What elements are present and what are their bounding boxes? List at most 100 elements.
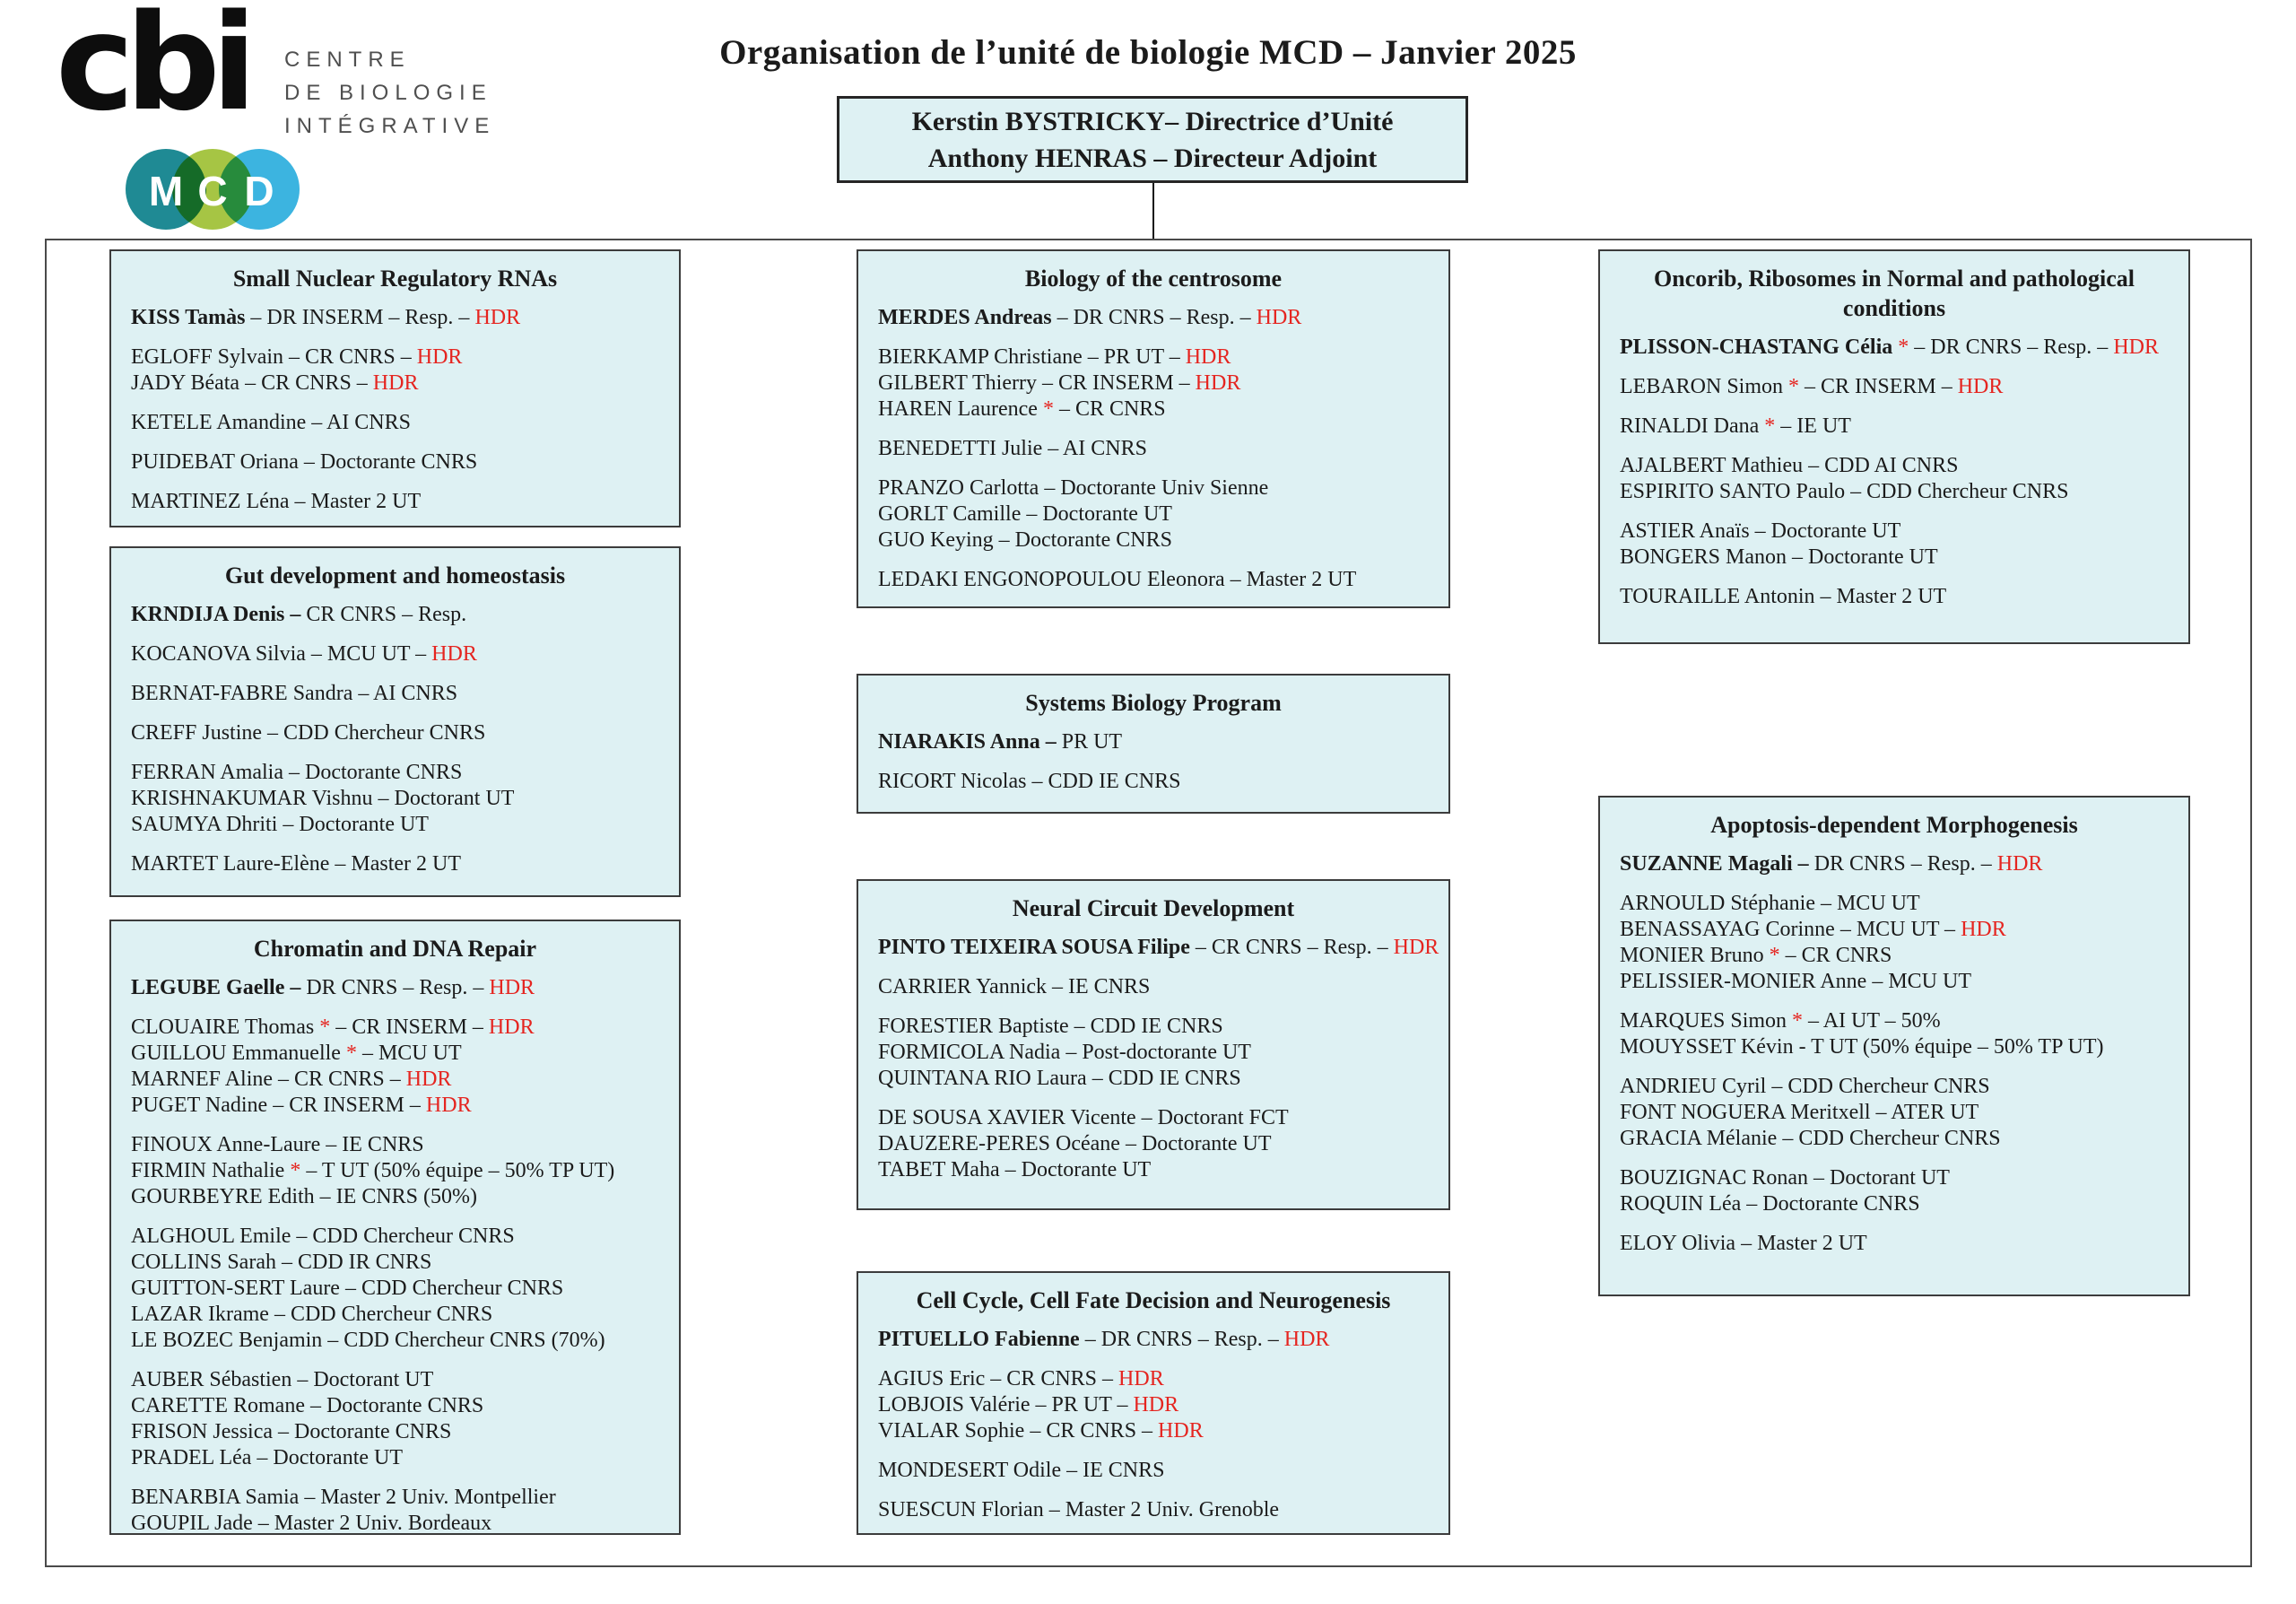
member-line: LOBJOIS Valérie – PR UT – HDR — [878, 1392, 1429, 1418]
hdr-tag: HDR — [1283, 1328, 1330, 1351]
member-text: – T UT (50% équipe – 50% TP UT) — [300, 1159, 615, 1182]
member-name: KISS Tamàs — [131, 306, 246, 329]
cbi-caption-line-2: DE BIOLOGIE — [284, 81, 492, 105]
member-line: CARRIER Yannick – IE CNRS — [878, 974, 1429, 1000]
team-title: Cell Cycle, Cell Fate Decision and Neuro… — [916, 1287, 1391, 1313]
member-group: BENEDETTI Julie – AI CNRS — [878, 436, 1429, 462]
member-line: FORESTIER Baptiste – CDD IE CNRS — [878, 1014, 1429, 1040]
member-text: BENASSAYAG Corinne – MCU UT – — [1620, 918, 1961, 941]
member-group: MONDESERT Odile – IE CNRS — [878, 1458, 1429, 1484]
team-box-chromatin: Chromatin and DNA Repair LEGUBE Gaelle – … — [109, 920, 681, 1535]
member-group: AGIUS Eric – CR CNRS – HDR LOBJOIS Valéri… — [878, 1366, 1429, 1444]
member-text: CARETTE Romane – Doctorante CNRS — [131, 1394, 484, 1417]
cbi-caption-line-1: CENTRE — [284, 48, 411, 72]
member-text: CR CNRS – Resp. — [306, 603, 467, 626]
member-line: COLLINS Sarah – CDD IR CNRS — [131, 1250, 659, 1276]
member-line: RINALDI Dana * – IE UT — [1620, 414, 2169, 440]
member-group: KETELE Amandine – AI CNRS — [131, 410, 659, 436]
member-text: PRANZO Carlotta – Doctorante Univ Sienne — [878, 476, 1269, 500]
member-text: TABET Maha – Doctorante UT — [878, 1158, 1152, 1181]
hdr-tag: HDR — [474, 306, 521, 329]
member-group: ELOY Olivia – Master 2 UT — [1620, 1231, 2169, 1257]
asterisk-mark: * — [1769, 944, 1780, 967]
member-line: ESPIRITO SANTO Paulo – CDD Chercheur CNR… — [1620, 479, 2169, 505]
member-text: FIRMIN Nathalie — [131, 1159, 291, 1182]
member-line: BENARBIA Samia – Master 2 Univ. Montpell… — [131, 1485, 659, 1511]
asterisk-mark: * — [290, 1159, 301, 1182]
member-line: HAREN Laurence * – CR CNRS — [878, 397, 1429, 423]
member-text: MARQUES Simon — [1620, 1009, 1793, 1033]
member-line: FINOUX Anne-Laure – IE CNRS — [131, 1132, 659, 1158]
cbi-logo: cbi CENTRE DE BIOLOGIE INTÉGRATIVE — [56, 0, 489, 153]
member-line: FERRAN Amalia – Doctorante CNRS — [131, 760, 659, 786]
member-group: SUZANNE Magali – DR CNRS – Resp. – HDR — [1620, 851, 2169, 877]
hdr-tag: HDR — [1118, 1367, 1164, 1390]
member-line: LE BOZEC Benjamin – CDD Chercheur CNRS (… — [131, 1328, 659, 1354]
asterisk-mark: * — [1898, 336, 1909, 359]
member-text: – IE UT — [1775, 414, 1851, 438]
hdr-tag: HDR — [1133, 1393, 1179, 1417]
member-name: PLISSON-CHASTANG Célia — [1620, 336, 1899, 359]
member-line: FORMICOLA Nadia – Post-doctorante UT — [878, 1040, 1429, 1066]
member-line: GUILLOU Emmanuelle * – MCU UT — [131, 1041, 659, 1067]
member-line: GILBERT Thierry – CR INSERM – HDR — [878, 370, 1429, 397]
hdr-tag: HDR — [489, 976, 535, 999]
member-text: LE BOZEC Benjamin – CDD Chercheur CNRS (… — [131, 1329, 605, 1352]
hdr-tag: HDR — [1195, 371, 1241, 395]
team-box-centrosome: Biology of the centrosome MERDES Andreas … — [857, 249, 1450, 608]
member-group: ARNOULD Stéphanie – MCU UT BENASSAYAG Cor… — [1620, 891, 2169, 995]
member-text: GUITTON-SERT Laure – CDD Chercheur CNRS — [131, 1277, 564, 1300]
member-line: VIALAR Sophie – CR CNRS – HDR — [878, 1418, 1429, 1444]
member-line: AUBER Sébastien – Doctorant UT — [131, 1367, 659, 1393]
member-line: GOURBEYRE Edith – IE CNRS (50%) — [131, 1184, 659, 1210]
member-line: MARNEF Aline – CR CNRS – HDR — [131, 1067, 659, 1093]
member-line: QUINTANA RIO Laura – CDD IE CNRS — [878, 1066, 1429, 1092]
member-text: – CR INSERM – — [330, 1016, 489, 1039]
member-group: BIERKAMP Christiane – PR UT – HDR GILBERT… — [878, 344, 1429, 423]
member-group: AJALBERT Mathieu – CDD AI CNRS ESPIRITO S… — [1620, 453, 2169, 505]
member-text: SUESCUN Florian – Master 2 Univ. Grenobl… — [878, 1498, 1280, 1521]
mcd-circle-blue — [219, 149, 300, 230]
member-line: GUO Keying – Doctorante CNRS — [878, 527, 1429, 554]
member-group: MARTINEZ Léna – Master 2 UT — [131, 489, 659, 515]
hdr-tag: HDR — [1961, 918, 2006, 941]
member-text: EGLOFF Sylvain – CR CNRS – — [131, 345, 417, 369]
member-line: PLISSON-CHASTANG Célia * – DR CNRS – Res… — [1620, 335, 2169, 361]
member-text: MONDESERT Odile – IE CNRS — [878, 1459, 1165, 1482]
member-group: PLISSON-CHASTANG Célia * – DR CNRS – Res… — [1620, 335, 2169, 361]
member-text: LOBJOIS Valérie – PR UT – — [878, 1393, 1134, 1417]
member-group: AUBER Sébastien – Doctorant UT CARETTE Ro… — [131, 1367, 659, 1471]
member-text: HAREN Laurence — [878, 397, 1043, 421]
member-text: MARTINEZ Léna – Master 2 UT — [131, 490, 422, 513]
member-name: PINTO TEIXEIRA SOUSA Filipe — [878, 936, 1190, 959]
member-text: FINOUX Anne-Laure – IE CNRS — [131, 1133, 424, 1156]
member-name: KRNDIJA Denis – — [131, 603, 307, 626]
team-box-gut: Gut development and homeostasis KRNDIJA D… — [109, 546, 681, 897]
asterisk-mark: * — [1042, 397, 1054, 421]
asterisk-mark: * — [345, 1042, 357, 1065]
member-text: DAUZERE-PERES Océane – Doctorante UT — [878, 1132, 1272, 1155]
member-text: BOUZIGNAC Ronan – Doctorant UT — [1620, 1166, 1950, 1190]
member-text: – DR CNRS – Resp. – — [1079, 1328, 1284, 1351]
member-text: ARNOULD Stéphanie – MCU UT — [1620, 892, 1920, 915]
asterisk-mark: * — [1764, 414, 1776, 438]
member-text: ELOY Olivia – Master 2 UT — [1620, 1232, 1867, 1255]
member-text: DR CNRS – Resp. – — [306, 976, 490, 999]
hdr-tag: HDR — [405, 1068, 452, 1091]
member-text: FERRAN Amalia – Doctorante CNRS — [131, 761, 463, 784]
mcd-letter-d: D — [244, 168, 274, 214]
member-text: GUILLOU Emmanuelle — [131, 1042, 346, 1065]
member-group: PUIDEBAT Oriana – Doctorante CNRS — [131, 449, 659, 475]
hdr-tag: HDR — [416, 345, 463, 369]
member-name: NIARAKIS Anna – — [878, 730, 1062, 754]
member-line: PUIDEBAT Oriana – Doctorante CNRS — [131, 449, 659, 475]
member-group: FERRAN Amalia – Doctorante CNRS KRISHNAKU… — [131, 760, 659, 838]
member-text: CREFF Justine – CDD Chercheur CNRS — [131, 721, 486, 745]
member-line: CLOUAIRE Thomas * – CR INSERM – HDR — [131, 1015, 659, 1041]
member-text: ALGHOUL Emile – CDD Chercheur CNRS — [131, 1225, 515, 1248]
member-line: KETELE Amandine – AI CNRS — [131, 410, 659, 436]
member-line: PUGET Nadine – CR INSERM – HDR — [131, 1093, 659, 1119]
hdr-tag: HDR — [1158, 1419, 1204, 1443]
member-group: KRNDIJA Denis – CR CNRS – Resp. — [131, 602, 659, 628]
member-text: BONGERS Manon – Doctorante UT — [1620, 545, 1938, 569]
